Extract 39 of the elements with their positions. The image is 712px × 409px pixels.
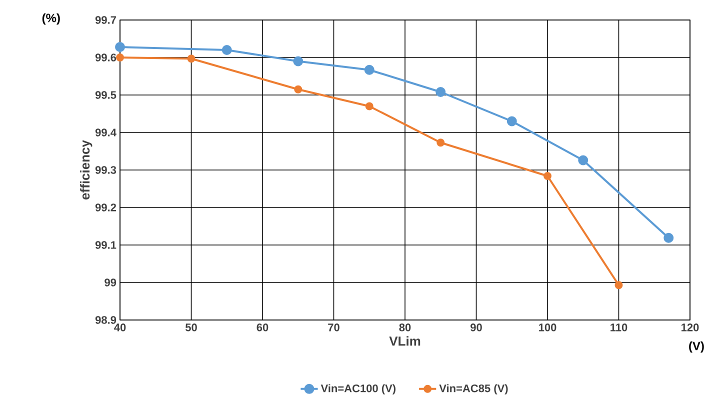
point bbox=[293, 56, 304, 66]
x-tick-label: 100 bbox=[539, 324, 556, 332]
text: (V) bbox=[689, 341, 704, 353]
x-axis-title: VLim bbox=[389, 336, 420, 346]
y-tick-label: 99.6 bbox=[95, 54, 116, 62]
point bbox=[364, 64, 374, 75]
y-tick-label: 99.2 bbox=[95, 204, 116, 212]
point bbox=[115, 42, 126, 52]
y-tick-label: 99 bbox=[104, 278, 116, 286]
point bbox=[664, 232, 674, 243]
point bbox=[614, 281, 623, 290]
x-tick-label: 70 bbox=[328, 324, 340, 332]
y-axis-title: efficiency bbox=[80, 140, 92, 200]
y-tick-label: 99.4 bbox=[95, 128, 116, 136]
x-tick-label: 80 bbox=[399, 324, 411, 332]
x-tick-label: 110 bbox=[610, 324, 628, 332]
y-tick-label: 98.9 bbox=[95, 316, 116, 324]
point bbox=[578, 155, 588, 166]
y-tick-label: 99.3 bbox=[95, 166, 116, 174]
y-tick-label: 99.7 bbox=[95, 16, 116, 24]
text: (%) bbox=[42, 13, 60, 25]
x-tick-label: 60 bbox=[256, 324, 268, 332]
y-tick-label: 99.1 bbox=[95, 241, 116, 249]
point bbox=[506, 116, 517, 126]
point bbox=[294, 85, 302, 94]
legend-label: Vin=AC85 (V) bbox=[439, 384, 508, 394]
point bbox=[436, 138, 445, 147]
x-tick-label: 120 bbox=[682, 324, 699, 332]
x-tick-label: 40 bbox=[114, 324, 126, 332]
point bbox=[222, 44, 232, 55]
legend-label: Vin=AC100 (V) bbox=[320, 384, 396, 394]
x-tick-label: 90 bbox=[470, 324, 482, 332]
point bbox=[436, 86, 446, 97]
x-tick-label: 50 bbox=[185, 324, 197, 332]
y-tick-label: 99.5 bbox=[95, 91, 116, 99]
point bbox=[543, 172, 552, 180]
point bbox=[365, 102, 374, 110]
point bbox=[187, 54, 196, 63]
point bbox=[116, 53, 124, 62]
